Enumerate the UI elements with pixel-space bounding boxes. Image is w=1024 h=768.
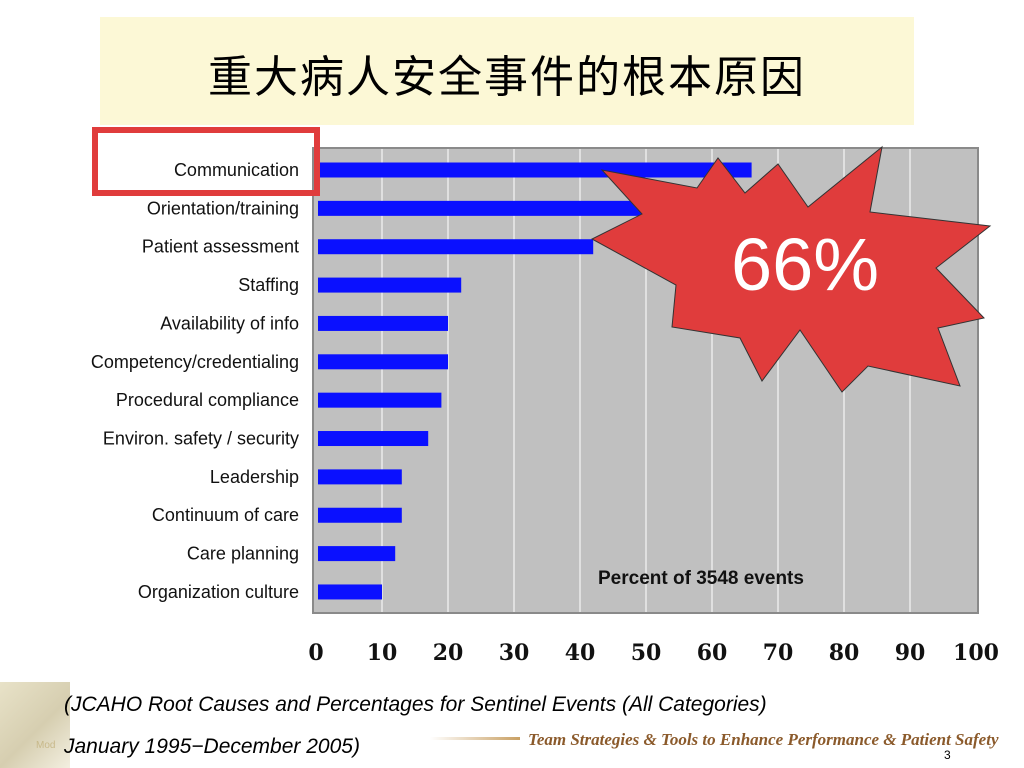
x-tick-label: 70 — [763, 640, 794, 666]
bar — [318, 507, 402, 523]
x-tick-label: 0 — [308, 640, 323, 666]
x-tick-label: 20 — [433, 640, 464, 666]
category-label: Procedural compliance — [116, 390, 299, 410]
category-label: Care planning — [187, 544, 299, 564]
bar — [318, 162, 752, 178]
category-label: Orientation/training — [147, 198, 299, 218]
bar — [318, 431, 429, 447]
x-tick-label: 40 — [565, 640, 596, 666]
category-label: Patient assessment — [142, 237, 299, 257]
root-cause-bar-chart: Communication Orientation/training Patient… — [91, 127, 999, 666]
category-labels: Communication Orientation/training Patient… — [91, 160, 299, 602]
x-tick-label: 60 — [697, 640, 728, 666]
bar — [318, 392, 442, 408]
footer-tagline: Team Strategies & Tools to Enhance Perfo… — [528, 730, 999, 749]
category-label: Availability of info — [160, 313, 299, 333]
bar — [318, 239, 594, 255]
bar — [318, 315, 448, 331]
x-axis-ticks: 0 10 20 30 40 50 60 70 80 90 100 — [308, 640, 999, 666]
citation-line-2: January 1995−December 2005) — [64, 735, 360, 758]
page-number: 3 — [944, 748, 951, 762]
category-label: Continuum of care — [152, 505, 299, 525]
bar — [318, 469, 402, 485]
bar — [318, 200, 693, 216]
category-label: Organization culture — [138, 582, 299, 602]
page-title: 重大病人安全事件的根本原因 — [208, 52, 806, 103]
category-label: Competency/credentialing — [91, 352, 299, 372]
x-tick-label: 10 — [367, 640, 398, 666]
corner-decoration — [0, 682, 70, 768]
category-label: Leadership — [210, 467, 299, 487]
chart-annotation: Percent of 3548 events — [598, 568, 804, 589]
x-tick-label: 100 — [953, 640, 999, 666]
starburst-callout-shape — [590, 145, 992, 393]
bar — [318, 277, 462, 293]
x-tick-label: 80 — [829, 640, 860, 666]
bar — [318, 546, 396, 562]
bars — [318, 162, 752, 600]
category-label: Staffing — [238, 275, 299, 295]
title-banner: 重大病人安全事件的根本原因 — [100, 17, 914, 125]
callout-percentage: 66% — [731, 223, 879, 306]
category-label: Communication — [174, 160, 299, 180]
highlight-box — [92, 127, 320, 196]
module-label: Mod — [36, 740, 56, 751]
x-tick-label: 30 — [499, 640, 530, 666]
source-citation: (JCAHO Root Causes and Percentages for S… — [64, 684, 944, 768]
bar — [318, 354, 448, 370]
bar — [318, 584, 382, 600]
x-tick-label: 90 — [895, 640, 926, 666]
citation-line-1: (JCAHO Root Causes and Percentages for S… — [64, 693, 767, 716]
footer-divider — [430, 737, 520, 740]
category-label: Environ. safety / security — [103, 429, 299, 449]
x-tick-label: 50 — [631, 640, 662, 666]
